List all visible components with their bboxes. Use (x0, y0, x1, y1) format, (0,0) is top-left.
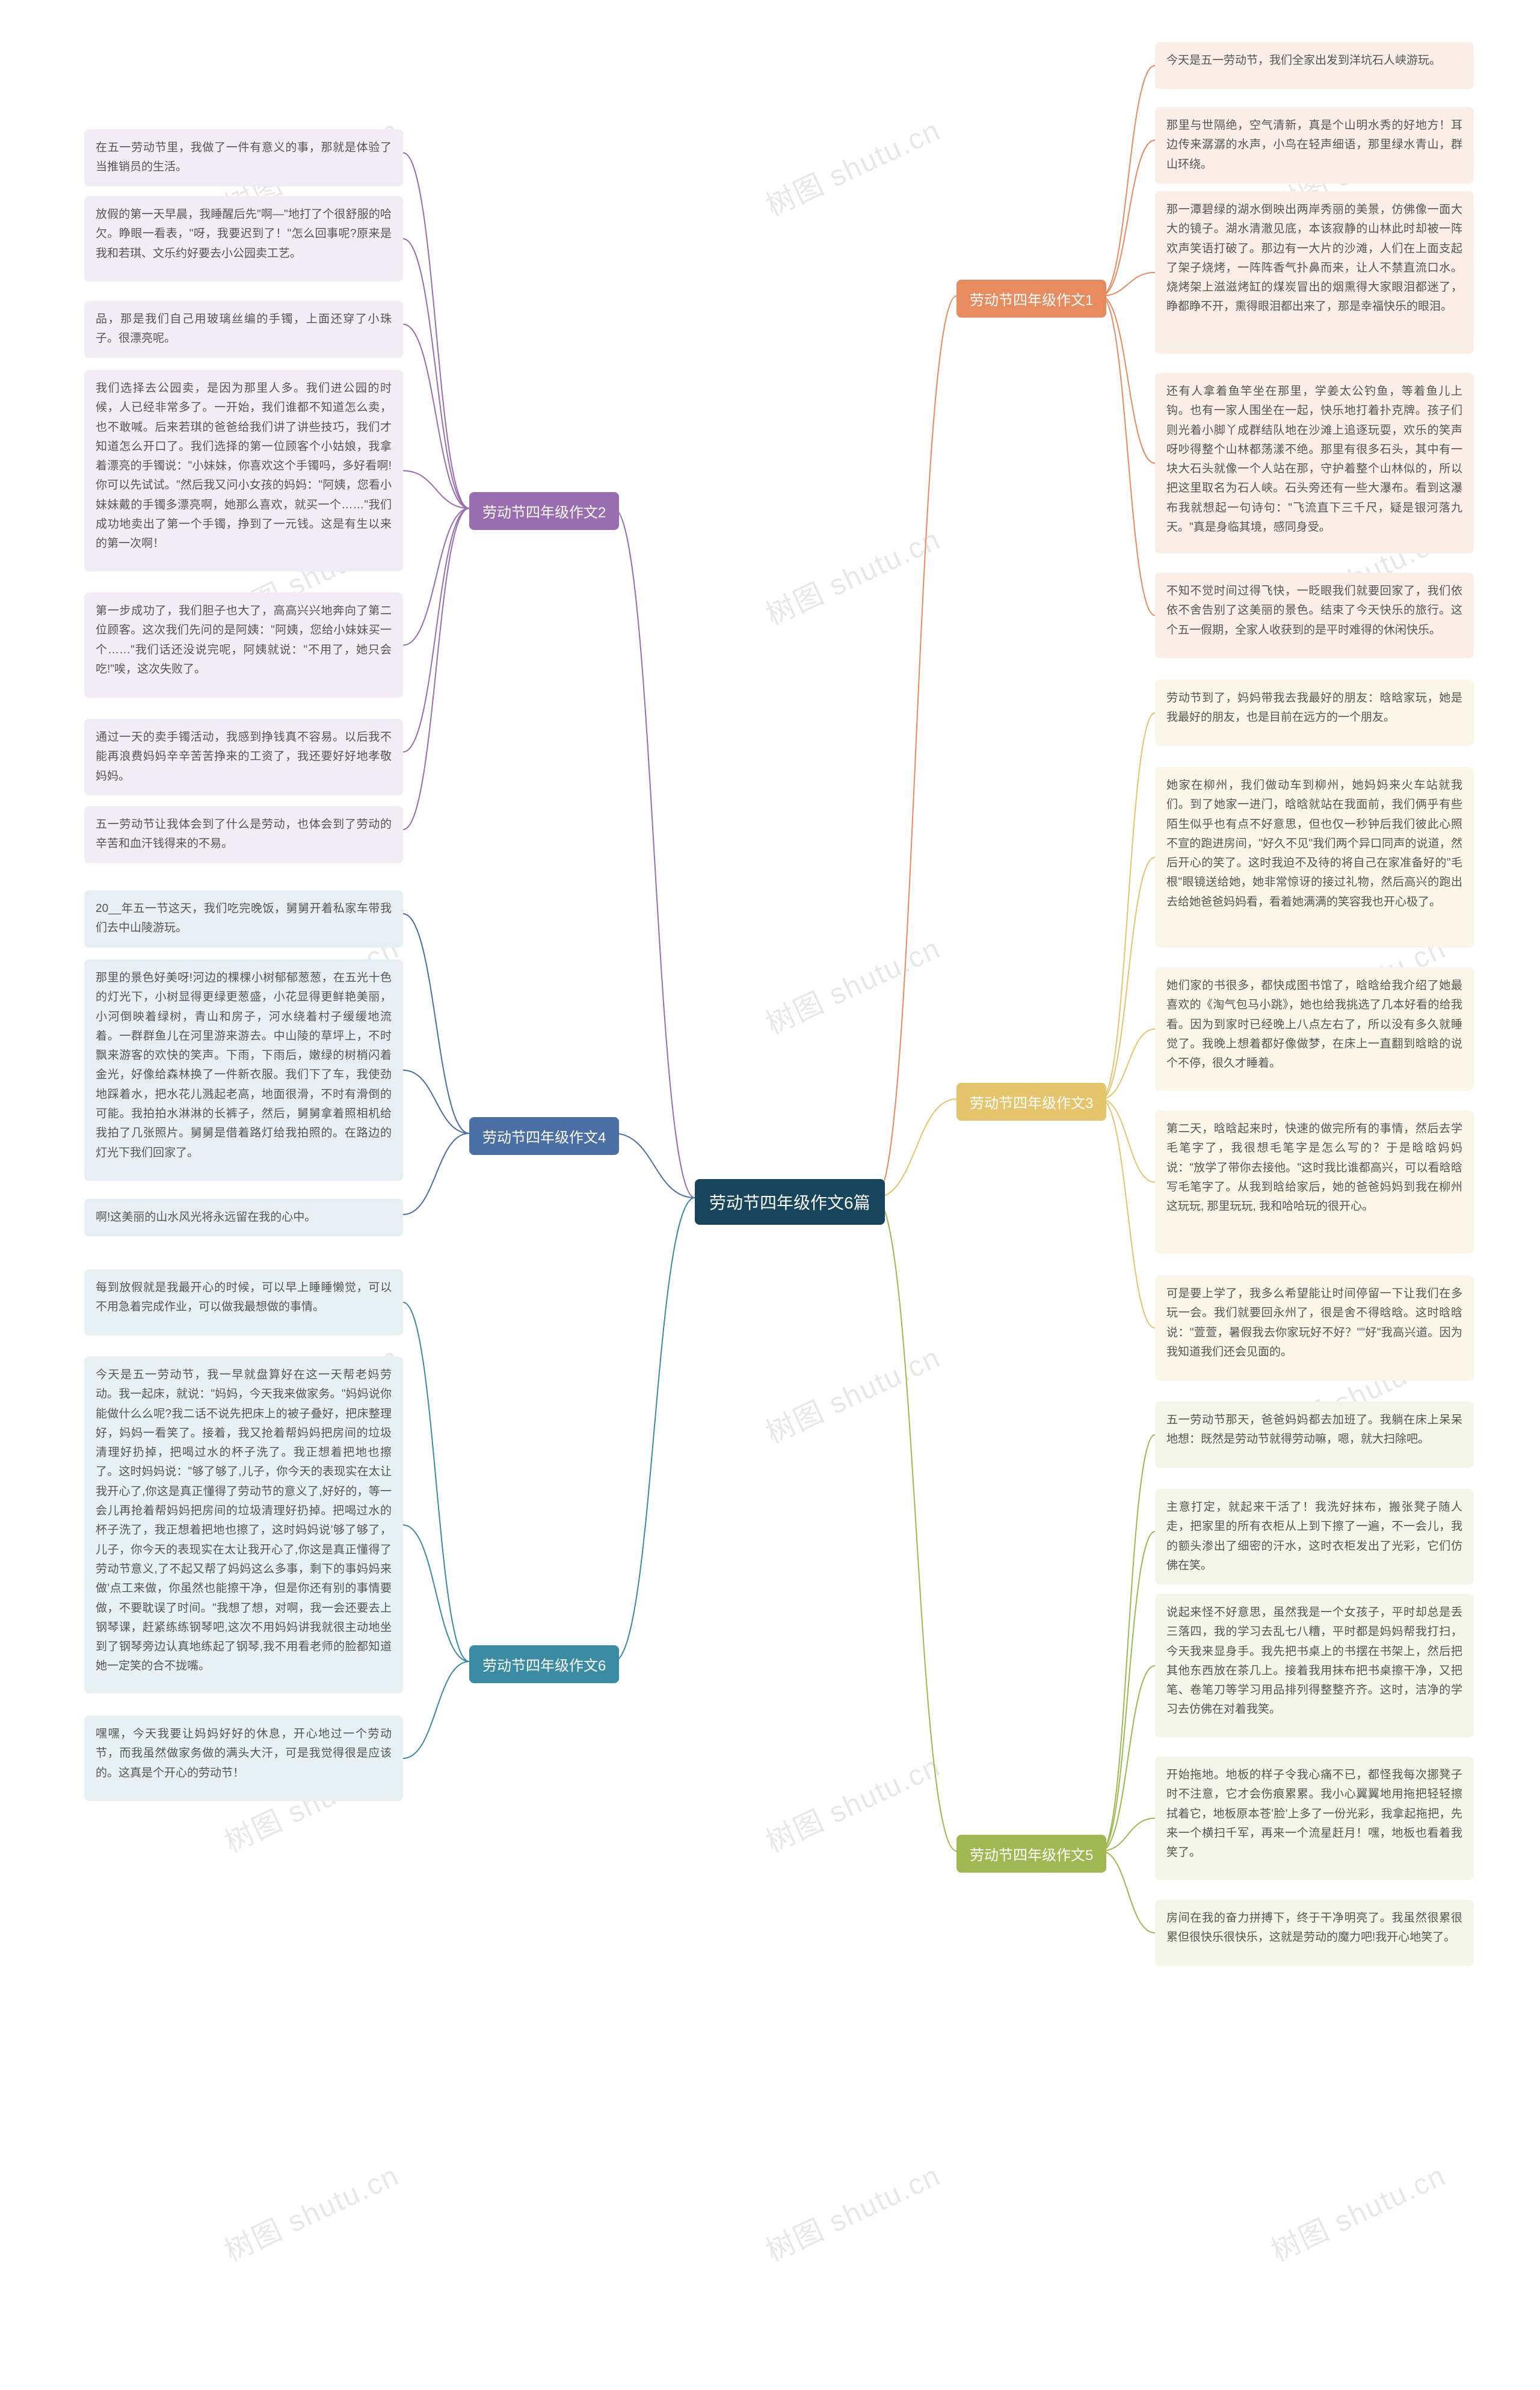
watermark: 树图 shutu.cn (758, 106, 946, 224)
branch-b5: 劳动节四年级作文5 (956, 1835, 1106, 1873)
leaf-b1-0: 今天是五一劳动节，我们全家出发到洋坑石人峡游玩。 (1155, 42, 1474, 89)
leaf-b5-4: 房间在我的奋力拼搏下，终于干净明亮了。我虽然很累很累但很快乐很快乐，这就是劳动的… (1155, 1900, 1474, 1966)
leaf-b4-2: 啊!这美丽的山水风光将永远留在我的心中。 (84, 1199, 403, 1236)
leaf-b2-6: 五一劳动节让我体会到了什么是劳动，也体会到了劳动的辛苦和血汗钱得来的不易。 (84, 806, 403, 863)
leaf-b6-2: 嘿嘿，今天我要让妈妈好好的休息，开心地过一个劳动节，而我虽然做家务做的满头大汗，… (84, 1716, 403, 1801)
leaf-b6-1: 今天是五一劳动节，我一早就盘算好在这一天帮老妈劳动。我一起床，就说："妈妈，今天… (84, 1357, 403, 1693)
leaf-b4-0: 20__年五一节这天，我们吃完晚饭，舅舅开着私家车带我们去中山陵游玩。 (84, 890, 403, 947)
branch-b2: 劳动节四年级作文2 (469, 492, 619, 530)
mindmap-canvas: 劳动节四年级作文6篇 树图 shutu.cn 树图 shutu.cn 树图 shut… (0, 0, 1540, 2390)
leaf-b2-4: 第一步成功了，我们胆子也大了，高高兴兴地奔向了第二位顾客。这次我们先问的是阿姨：… (84, 593, 403, 698)
leaf-b5-1: 主意打定，就起来干活了！我洗好抹布，搬张凳子随人走，把家里的所有衣柜从上到下擦了… (1155, 1489, 1474, 1585)
leaf-b1-3: 还有人拿着鱼竿坐在那里，学姜太公钓鱼，等着鱼儿上钩。也有一家人围坐在一起，快乐地… (1155, 373, 1474, 553)
leaf-b1-2: 那一潭碧绿的湖水倒映出两岸秀丽的美景，仿佛像一面大大的镜子。湖水清澈见底，本该寂… (1155, 191, 1474, 354)
leaf-b4-1: 那里的景色好美呀!河边的棵棵小树郁郁葱葱，在五光十色的灯光下，小树显得更绿更葱盛… (84, 959, 403, 1181)
watermark: 树图 shutu.cn (758, 1743, 946, 1861)
leaf-b5-3: 开始拖地。地板的样子令我心痛不已，都怪我每次挪凳子时不注意，它才会伤痕累累。我小… (1155, 1757, 1474, 1880)
leaf-b2-5: 通过一天的卖手镯活动，我感到挣钱真不容易。以后我不能再浪费妈妈辛辛苦苦挣来的工资… (84, 719, 403, 795)
leaf-b6-0: 每到放假就是我最开心的时候，可以早上睡睡懒觉，可以不用急着完成作业，可以做我最想… (84, 1269, 403, 1335)
branch-b1: 劳动节四年级作文1 (956, 280, 1106, 318)
leaf-b3-0: 劳动节到了，妈妈带我去我最好的朋友：晗晗家玩，她是我最好的朋友，也是目前在远方的… (1155, 680, 1474, 746)
leaf-b1-4: 不知不觉时间过得飞快，一眨眼我们就要回家了，我们依依不舍告别了这美丽的景色。结束… (1155, 573, 1474, 658)
watermark: 树图 shutu.cn (758, 516, 946, 633)
branch-b3: 劳动节四年级作文3 (956, 1083, 1106, 1121)
watermark: 树图 shutu.cn (217, 2152, 405, 2270)
leaf-b5-0: 五一劳动节那天，爸爸妈妈都去加班了。我躺在床上呆呆地想：既然是劳动节就得劳动嘛，… (1155, 1402, 1474, 1468)
leaf-b3-2: 她们家的书很多，都快成图书馆了，晗晗给我介绍了她最喜欢的《淘气包马小跳》，她也给… (1155, 967, 1474, 1091)
watermark: 树图 shutu.cn (758, 925, 946, 1043)
branch-b6: 劳动节四年级作文6 (469, 1645, 619, 1683)
watermark: 树图 shutu.cn (758, 1334, 946, 1452)
leaf-b2-1: 放假的第一天早晨，我睡醒后先"啊—"地打了个很舒服的哈欠。睁眼一看表，"呀，我要… (84, 196, 403, 282)
leaf-b3-3: 第二天，晗晗起来时，快速的做完所有的事情，然后去学毛笔字了，我很想毛笔字是怎么写… (1155, 1110, 1474, 1254)
watermark: 树图 shutu.cn (1263, 2152, 1452, 2270)
root-label: 劳动节四年级作文6篇 (709, 1193, 870, 1212)
leaf-b2-0: 在五一劳动节里，我做了一件有意义的事，那就是体验了当推销员的生活。 (84, 129, 403, 186)
leaf-b5-2: 说起来怪不好意思，虽然我是一个女孩子，平时却总是丢三落四，我的学习去乱七八糟，平… (1155, 1594, 1474, 1737)
leaf-b3-1: 她家在柳州，我们做动车到柳州，她妈妈来火车站就我们。到了她家一进门，晗晗就站在我… (1155, 767, 1474, 947)
leaf-b2-2: 品，那是我们自己用玻璃丝编的手镯，上面还穿了小珠子。很漂亮呢。 (84, 301, 403, 358)
watermark: 树图 shutu.cn (758, 2152, 946, 2270)
branch-b4: 劳动节四年级作文4 (469, 1117, 619, 1155)
leaf-b1-1: 那里与世隔绝，空气清新，真是个山明水秀的好地方！耳边传来潺潺的水声，小鸟在轻声细… (1155, 107, 1474, 183)
root-node: 劳动节四年级作文6篇 (695, 1179, 885, 1225)
leaf-b3-4: 可是要上学了，我多么希望能让时间停留一下让我们在多玩一会。我们就要回永州了，很是… (1155, 1275, 1474, 1381)
leaf-b2-3: 我们选择去公园卖，是因为那里人多。我们进公园的时候，人已经非常多了。一开始，我们… (84, 370, 403, 571)
